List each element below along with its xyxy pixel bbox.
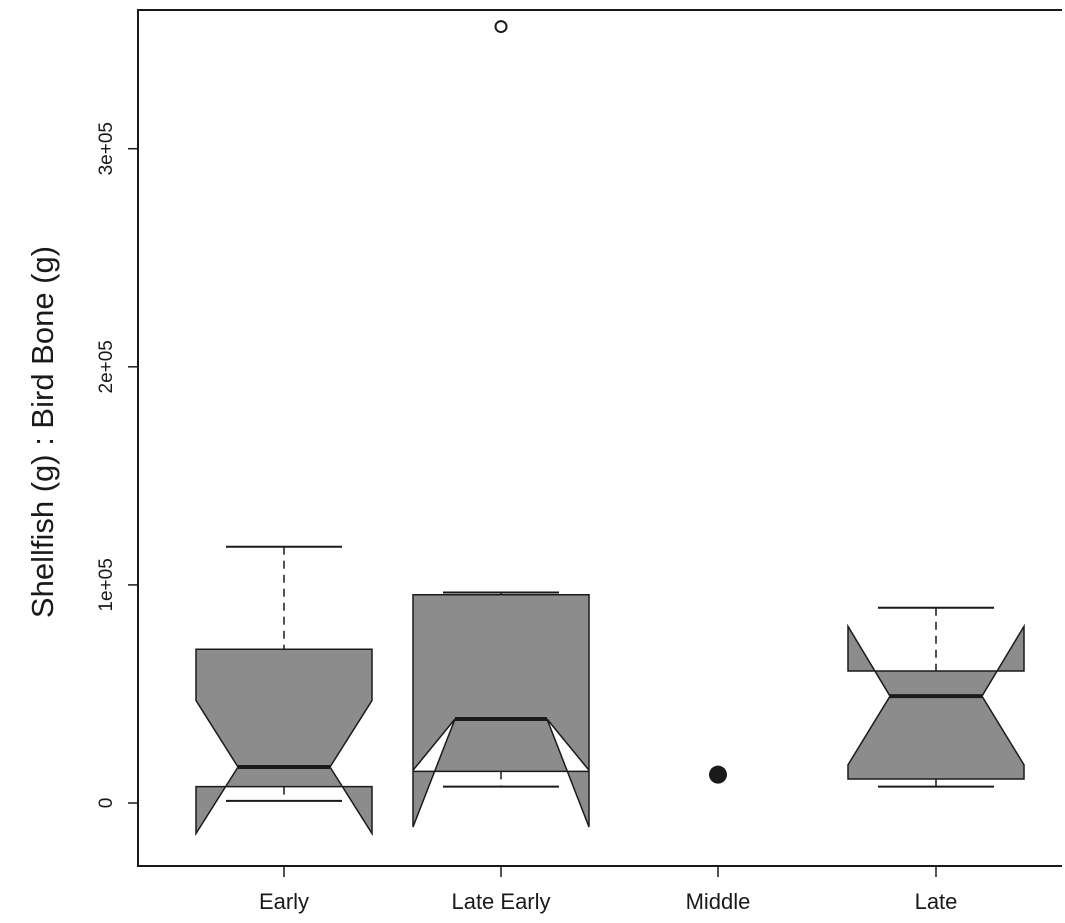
- box-group-early: [195, 545, 373, 837]
- y-tick-label: 2e+05: [96, 340, 117, 393]
- plot-frame: [137, 9, 1062, 867]
- box-group-middle: [709, 765, 727, 784]
- single-value-point: [709, 765, 727, 784]
- x-tick-label: Late Early: [451, 889, 550, 914]
- outlier-point: [494, 20, 508, 34]
- x-tick-label: Middle: [686, 889, 751, 914]
- box-group-late-early: [412, 20, 590, 828]
- x-tick-label: Early: [259, 889, 309, 914]
- notched-box: [847, 623, 1025, 780]
- y-tick-label: 1e+05: [96, 558, 117, 611]
- y-axis-label: Shellfish (g) : Bird Bone (g): [25, 246, 60, 618]
- x-tick-label: Late: [915, 889, 958, 914]
- y-tick-label: 0: [96, 798, 117, 809]
- notched-box: [412, 593, 590, 828]
- y-tick-label: 3e+05: [96, 122, 117, 175]
- boxes-layer: [195, 20, 1025, 837]
- box-group-late: [847, 606, 1025, 788]
- axes-layer: 0 1e+05 2e+05 3e+05 Early Late Early Middle Lat…: [96, 122, 957, 914]
- notched-box: [195, 648, 373, 837]
- plot-area: [137, 9, 1062, 867]
